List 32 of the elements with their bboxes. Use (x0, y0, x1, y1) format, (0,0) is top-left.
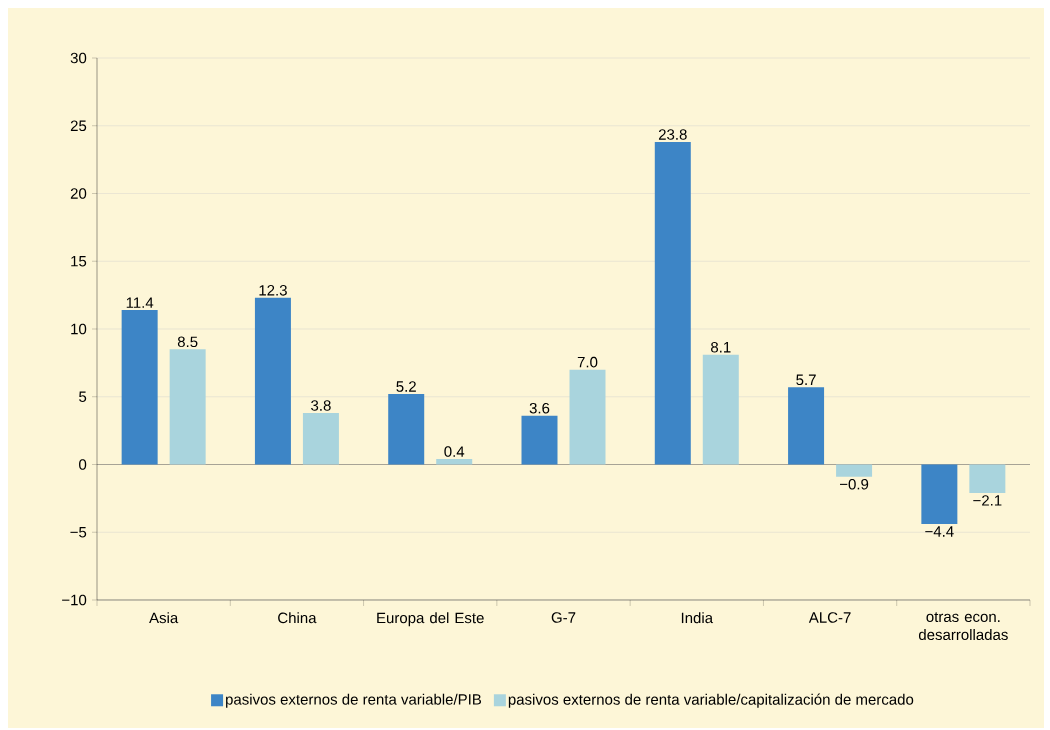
y-tick-label: 0 (79, 459, 87, 470)
legend-label: pasivos externos de renta variable/capitalización de mercado (508, 693, 914, 708)
y-tick-label: 25 (70, 120, 87, 132)
y-tick-label: 30 (70, 52, 87, 64)
x-tick-label: China (278, 612, 317, 624)
y-tick-label: 20 (70, 188, 87, 199)
data-label: 3.6 (529, 402, 550, 414)
x-tick-label: India (681, 612, 714, 624)
data-label: 11.4 (126, 297, 154, 308)
y-tick-label: 5 (79, 391, 87, 402)
data-label: −4.4 (925, 526, 954, 537)
x-tick-label: otras econ. desarrolladas (918, 612, 1008, 641)
x-tick-label: Europa del Este (377, 612, 484, 627)
data-label: −0.9 (840, 478, 869, 490)
data-label: 8.1 (711, 341, 731, 353)
y-tick-label: 10 (71, 323, 87, 335)
data-label: 12.3 (259, 285, 287, 296)
data-label: 3.8 (311, 400, 331, 411)
x-tick-label: ALC-7 (808, 612, 851, 623)
legend-label: pasivos externos de renta variable/PIB (226, 693, 482, 708)
data-label: 7.0 (577, 356, 598, 368)
data-label: 5.2 (396, 381, 416, 392)
data-label: −2.1 (973, 495, 1002, 506)
data-label: 5.7 (796, 374, 816, 386)
y-tick-label: −5 (70, 527, 87, 538)
data-label: 0.4 (444, 446, 465, 457)
data-label: 23.8 (658, 129, 687, 140)
x-tick-label: Asia (149, 612, 179, 624)
y-tick-label: 15 (71, 256, 87, 267)
data-label: 8.5 (177, 336, 198, 348)
x-tick-label: G-7 (551, 612, 576, 623)
y-tick-label: −10 (62, 594, 87, 606)
